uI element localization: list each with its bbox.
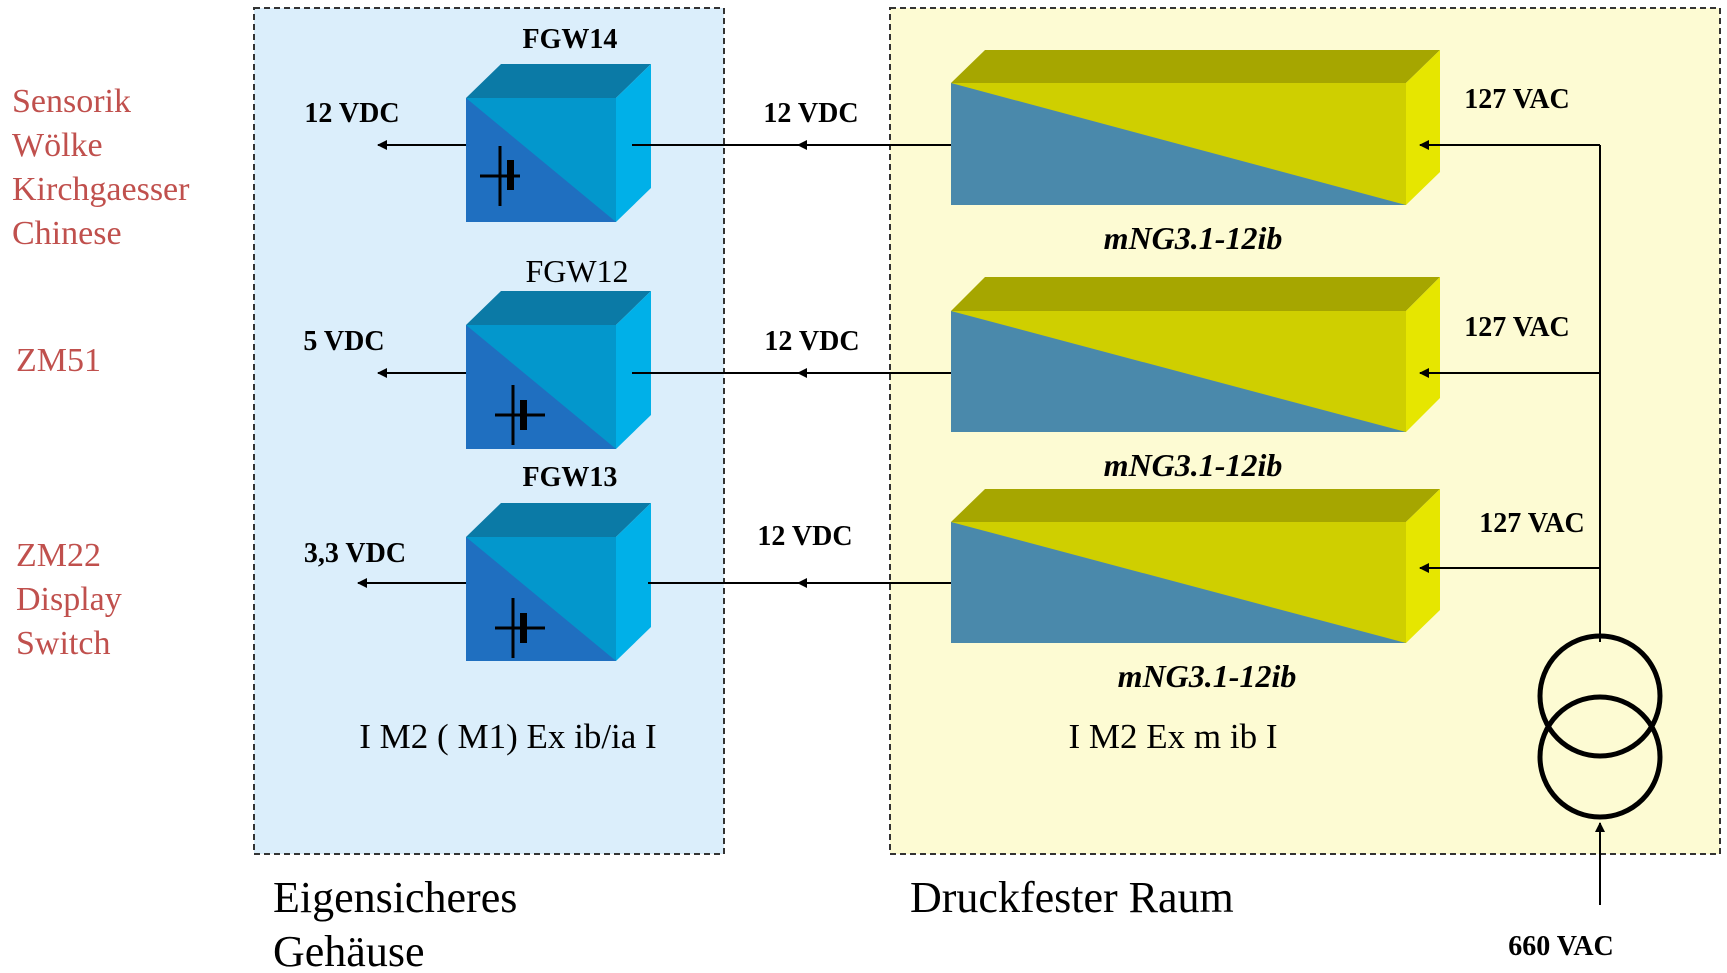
converter-fgw14 <box>466 64 651 222</box>
converter-name-fgw14: FGW14 <box>523 24 618 55</box>
output-voltage-fgw14: 12 VDC <box>304 98 399 129</box>
converter-fgw13 <box>466 503 651 661</box>
dc-link-voltage-2: 12 VDC <box>764 326 859 357</box>
converter-fgw12 <box>466 291 651 449</box>
ac-input-voltage-1: 127 VAC <box>1464 84 1570 115</box>
right-enclosure-marking: I M2 Ex m ib I <box>1068 717 1277 756</box>
transformer-symbol <box>1537 633 1663 820</box>
supply-name-1: mNG3.1-12ib <box>1104 220 1283 256</box>
output-voltage-fgw12: 5 VDC <box>303 326 384 357</box>
left-enclosure-marking: I M2 ( M1) Ex ib/ia I <box>359 717 656 756</box>
power-supply-1 <box>951 50 1440 205</box>
power-supply-3 <box>951 489 1440 643</box>
left-label-group2: ZM51 <box>16 342 101 379</box>
supply-name-3: mNG3.1-12ib <box>1118 658 1297 694</box>
left-label-group3: ZM22 Display Switch <box>16 537 130 662</box>
converter-name-fgw13: FGW13 <box>523 462 618 493</box>
left-label-group1: Sensorik Wölke Kirchgaesser Chinese <box>12 83 198 252</box>
ac-input-voltage-3: 127 VAC <box>1479 508 1585 539</box>
output-voltage-fgw13: 3,3 VDC <box>304 538 406 569</box>
dc-link-voltage-3: 12 VDC <box>757 521 852 552</box>
mains-input-voltage: 660 VAC <box>1508 931 1614 962</box>
ac-input-voltage-2: 127 VAC <box>1464 312 1570 343</box>
supply-name-2: mNG3.1-12ib <box>1104 447 1283 483</box>
left-enclosure-title: Eigensicheres Gehäuse <box>273 873 528 973</box>
right-enclosure-title: Druckfester Raum <box>910 873 1234 922</box>
dc-link-voltage-1: 12 VDC <box>763 98 858 129</box>
power-supply-2 <box>951 277 1440 432</box>
converter-name-fgw12: FGW12 <box>525 253 628 289</box>
